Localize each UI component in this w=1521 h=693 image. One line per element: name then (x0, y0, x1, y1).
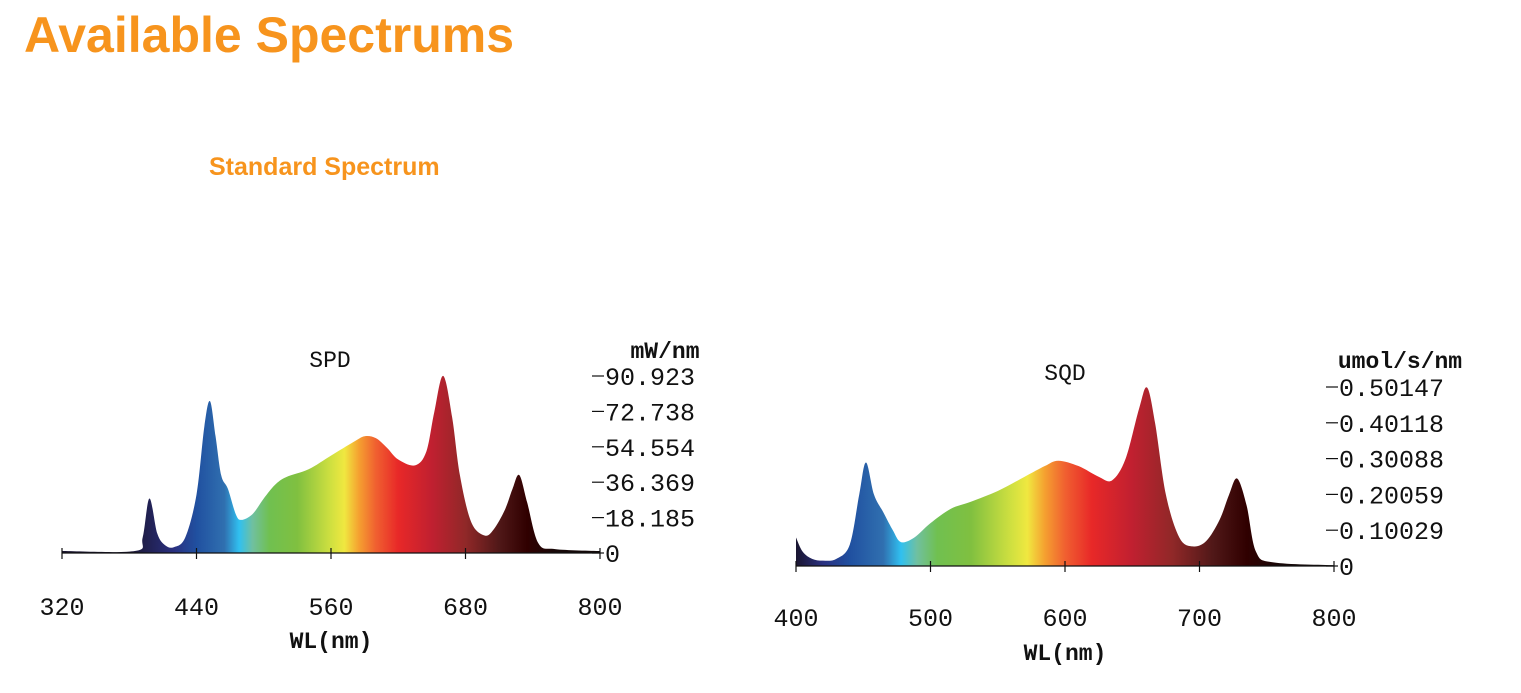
x-tick-label: 680 (443, 594, 488, 623)
y-tick-label: 0.30088 (1339, 447, 1444, 476)
y-tick-label: 36.369 (605, 470, 695, 499)
y-axis-label: umol/s/nm (1338, 349, 1462, 375)
x-tick-label: 320 (39, 594, 84, 623)
spectrum-area (796, 387, 1334, 566)
y-tick-label: 0 (1339, 554, 1354, 583)
x-tick-label: 600 (1042, 605, 1087, 634)
y-tick-label: 90.923 (605, 364, 695, 393)
x-axis-label: WL(nm) (1024, 641, 1107, 667)
y-tick-label: 54.554 (605, 435, 695, 464)
x-axis-label: WL(nm) (290, 629, 373, 655)
chart-spd: 320 440 560 680 800 0 18.185 36.369 54.554 72.738… (39, 339, 699, 655)
x-tick-label: 500 (908, 605, 953, 634)
chart-title: SPD (309, 348, 350, 374)
section-subtitle: Standard Spectrum (209, 153, 440, 181)
x-tick-label: 400 (773, 605, 818, 634)
x-tick-label: 440 (174, 594, 219, 623)
x-tick-label: 560 (308, 594, 353, 623)
x-tick-label: 800 (1311, 605, 1356, 634)
y-tick-label: 0 (605, 541, 620, 570)
y-tick-label: 0.10029 (1339, 518, 1444, 547)
y-tick-label: 0.20059 (1339, 482, 1444, 511)
y-axis-label: mW/nm (630, 339, 699, 365)
x-tick-label: 700 (1177, 605, 1222, 634)
y-tick-label: 72.738 (605, 399, 695, 428)
y-tick-label: 0.50147 (1339, 375, 1444, 404)
chart-title: SQD (1044, 361, 1085, 387)
y-tick-label: 18.185 (605, 506, 695, 535)
x-tick-label: 800 (577, 594, 622, 623)
chart-sqd: 400 500 600 700 800 0 0.10029 0.20059 0.30088 0.4… (773, 349, 1462, 667)
y-tick-label: 0.40118 (1339, 411, 1444, 440)
spectrum-area (62, 375, 600, 553)
page-title: Available Spectrums (24, 7, 515, 63)
